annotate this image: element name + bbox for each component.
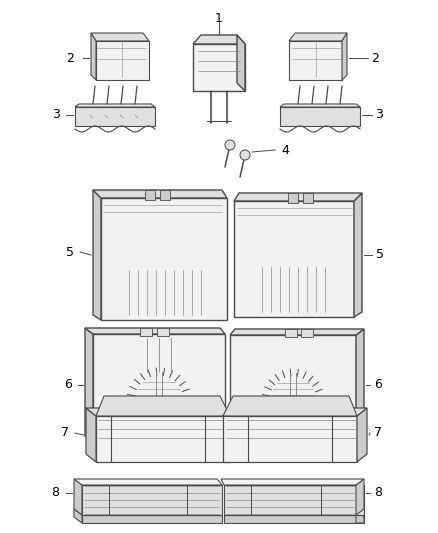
Polygon shape bbox=[140, 328, 152, 336]
Polygon shape bbox=[285, 329, 297, 337]
Polygon shape bbox=[82, 515, 222, 523]
Text: 2: 2 bbox=[371, 52, 379, 64]
Polygon shape bbox=[193, 35, 245, 44]
Text: 3: 3 bbox=[375, 109, 383, 122]
Polygon shape bbox=[234, 201, 354, 317]
Polygon shape bbox=[303, 193, 313, 203]
Polygon shape bbox=[86, 408, 230, 416]
Text: 7: 7 bbox=[374, 426, 382, 440]
Polygon shape bbox=[224, 485, 364, 515]
Polygon shape bbox=[93, 190, 227, 198]
Text: 1: 1 bbox=[215, 12, 223, 25]
Polygon shape bbox=[93, 190, 101, 320]
Polygon shape bbox=[230, 329, 364, 335]
Polygon shape bbox=[223, 408, 367, 416]
Polygon shape bbox=[342, 33, 347, 80]
Polygon shape bbox=[224, 515, 364, 523]
Polygon shape bbox=[93, 334, 225, 442]
Polygon shape bbox=[145, 190, 155, 200]
Polygon shape bbox=[288, 193, 298, 203]
Text: 6: 6 bbox=[374, 378, 382, 392]
Polygon shape bbox=[356, 509, 364, 523]
Circle shape bbox=[225, 140, 235, 150]
Polygon shape bbox=[86, 408, 96, 462]
Polygon shape bbox=[354, 193, 362, 317]
Polygon shape bbox=[96, 416, 230, 462]
Polygon shape bbox=[289, 41, 342, 80]
Text: 4: 4 bbox=[281, 143, 289, 157]
Text: 7: 7 bbox=[61, 426, 69, 440]
Polygon shape bbox=[280, 104, 360, 107]
Polygon shape bbox=[96, 41, 149, 80]
Polygon shape bbox=[234, 193, 362, 201]
Polygon shape bbox=[223, 416, 357, 462]
Polygon shape bbox=[301, 329, 313, 337]
Text: 5: 5 bbox=[376, 248, 384, 262]
Polygon shape bbox=[157, 328, 169, 336]
Polygon shape bbox=[82, 485, 222, 515]
Ellipse shape bbox=[269, 371, 317, 429]
Polygon shape bbox=[221, 479, 364, 485]
Polygon shape bbox=[101, 198, 227, 320]
Text: 6: 6 bbox=[64, 378, 72, 392]
Polygon shape bbox=[96, 396, 230, 416]
Text: 8: 8 bbox=[374, 487, 382, 499]
Polygon shape bbox=[230, 335, 356, 441]
Text: 2: 2 bbox=[66, 52, 74, 64]
Polygon shape bbox=[74, 479, 222, 485]
Polygon shape bbox=[75, 107, 155, 126]
Polygon shape bbox=[289, 33, 347, 41]
Polygon shape bbox=[280, 107, 360, 126]
Polygon shape bbox=[74, 479, 82, 515]
Polygon shape bbox=[357, 408, 367, 462]
Polygon shape bbox=[91, 33, 149, 41]
Polygon shape bbox=[75, 104, 155, 107]
Text: 3: 3 bbox=[52, 109, 60, 122]
Text: 5: 5 bbox=[66, 246, 74, 259]
Polygon shape bbox=[91, 33, 96, 80]
Polygon shape bbox=[223, 396, 357, 416]
Polygon shape bbox=[237, 35, 245, 91]
Polygon shape bbox=[85, 328, 225, 334]
Circle shape bbox=[240, 150, 250, 160]
Ellipse shape bbox=[134, 370, 184, 430]
Polygon shape bbox=[74, 509, 82, 523]
Polygon shape bbox=[356, 479, 364, 515]
Polygon shape bbox=[160, 190, 170, 200]
Polygon shape bbox=[356, 329, 364, 441]
Text: 8: 8 bbox=[51, 487, 59, 499]
Polygon shape bbox=[193, 44, 245, 91]
Polygon shape bbox=[85, 328, 93, 442]
